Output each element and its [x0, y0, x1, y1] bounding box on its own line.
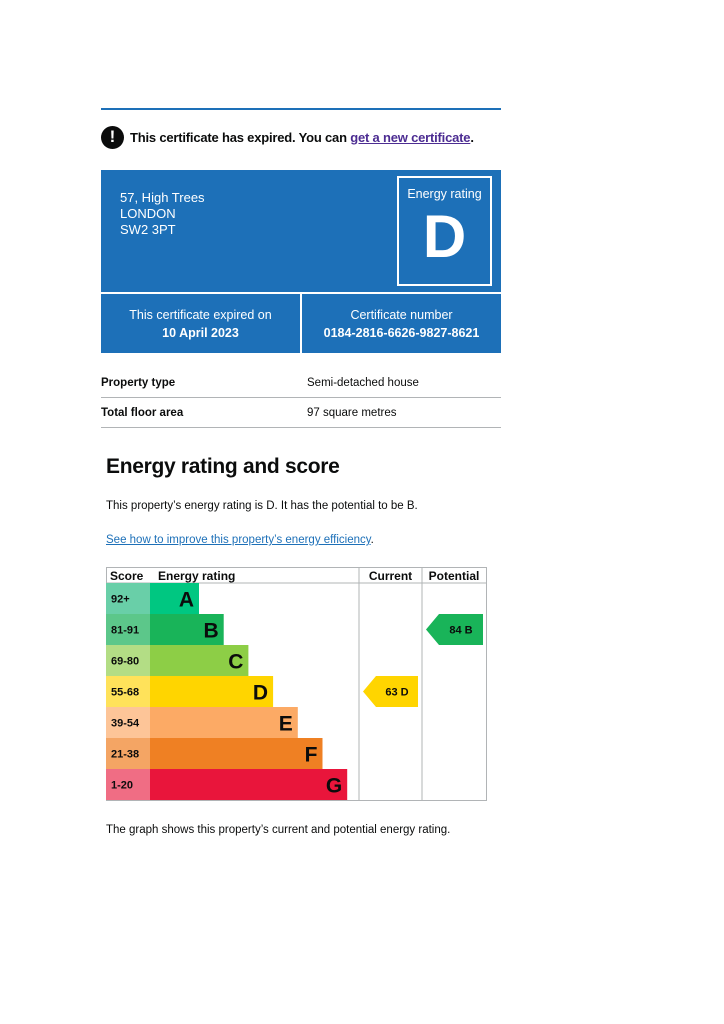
current-rating-arrow — [363, 676, 418, 707]
score-label-a: 92+ — [111, 594, 130, 606]
exclamation-icon: ! — [101, 125, 124, 149]
potential-rating-arrow — [426, 614, 483, 645]
score-label-g: 1-20 — [111, 780, 133, 792]
get-new-certificate-link[interactable]: get a new certificate — [350, 129, 471, 145]
improve-efficiency-link[interactable]: See how to improve this property’s energ… — [106, 534, 371, 546]
expired-warning: ! This certificate has expired. You can … — [101, 125, 501, 149]
rating-letter-g: G — [326, 775, 342, 798]
header-score: Score — [110, 569, 144, 583]
graph-note: The graph shows this property’s current … — [106, 824, 451, 836]
certificate-details: This certificate expired on 10 April 202… — [101, 294, 501, 353]
improve-paragraph: See how to improve this property’s energ… — [106, 534, 374, 546]
rating-bar-b — [150, 614, 224, 645]
rating-bar-g — [150, 769, 348, 800]
address-line-2: LONDON — [120, 206, 176, 221]
section-title: Energy rating and score — [106, 455, 340, 478]
score-label-e: 39-54 — [111, 718, 140, 730]
energy-rating-letter: D — [422, 203, 467, 270]
score-label-f: 21-38 — [111, 749, 139, 761]
expiry-date: 10 April 2023 — [162, 326, 239, 340]
score-cell-d — [106, 676, 150, 707]
property-type-key: Property type — [101, 376, 176, 389]
rating-letter-e: E — [279, 713, 293, 736]
score-cell-a — [106, 583, 150, 614]
header-potential: Potential — [429, 569, 480, 583]
property-address: 57, High Trees LONDON SW2 3PT — [120, 190, 205, 238]
table-row: Total floor area 97 square metres — [101, 398, 501, 428]
certificate-number: 0184-2816-6626-9827-8621 — [323, 326, 480, 340]
rating-letter-b: B — [204, 620, 219, 643]
energy-rating-label: Energy rating — [407, 187, 482, 201]
score-label-b: 81-91 — [111, 625, 139, 637]
rating-summary: This property’s energy rating is D. It h… — [106, 500, 418, 512]
score-cell-b — [106, 614, 150, 645]
rating-letter-a: A — [179, 589, 194, 612]
energy-rating-chart: Score Energy rating Current Potential 92+ A 81… — [106, 567, 487, 801]
rating-bar-f — [150, 738, 323, 769]
expiry-cell: This certificate expired on 10 April 202… — [101, 294, 300, 353]
energy-rating-box: Energy rating D — [397, 176, 492, 286]
current-rating-label: 63 D — [385, 687, 408, 699]
score-label-c: 69-80 — [111, 656, 139, 668]
score-cell-g — [106, 769, 150, 800]
score-cell-f — [106, 738, 150, 769]
table-row: Property type Semi-detached house — [101, 368, 501, 398]
score-cell-e — [106, 707, 150, 738]
potential-rating-label: 84 B — [449, 625, 472, 637]
rating-letter-c: C — [228, 651, 243, 674]
certificate-number-cell: Certificate number 0184-2816-6626-9827-8… — [302, 294, 501, 353]
certificate-number-label: Certificate number — [350, 308, 453, 322]
floor-area-value: 97 square metres — [307, 406, 397, 419]
rating-bar-c — [150, 645, 249, 676]
header-energy-rating: Energy rating — [158, 569, 235, 583]
rating-letter-d: D — [253, 682, 268, 705]
score-label-d: 55-68 — [111, 687, 139, 699]
rating-letter-f: F — [305, 744, 318, 767]
rating-bar-a — [150, 583, 199, 614]
address-line-3: SW2 3PT — [120, 222, 176, 237]
expiry-label: This certificate expired on — [129, 308, 272, 322]
property-type-value: Semi-detached house — [307, 376, 419, 389]
address-line-1: 57, High Trees — [120, 190, 205, 205]
certificate-header: 57, High Trees LONDON SW2 3PT Energy rat… — [101, 170, 501, 292]
rating-bar-d — [150, 676, 274, 707]
rating-bar-e — [150, 707, 298, 738]
property-summary-table: Property type Semi-detached house Total … — [101, 368, 501, 428]
warning-text: This certificate has expired. You can ge… — [130, 129, 474, 145]
score-cell-c — [106, 645, 150, 676]
header-current: Current — [369, 569, 412, 583]
top-rule — [101, 108, 501, 110]
floor-area-key: Total floor area — [101, 406, 184, 419]
